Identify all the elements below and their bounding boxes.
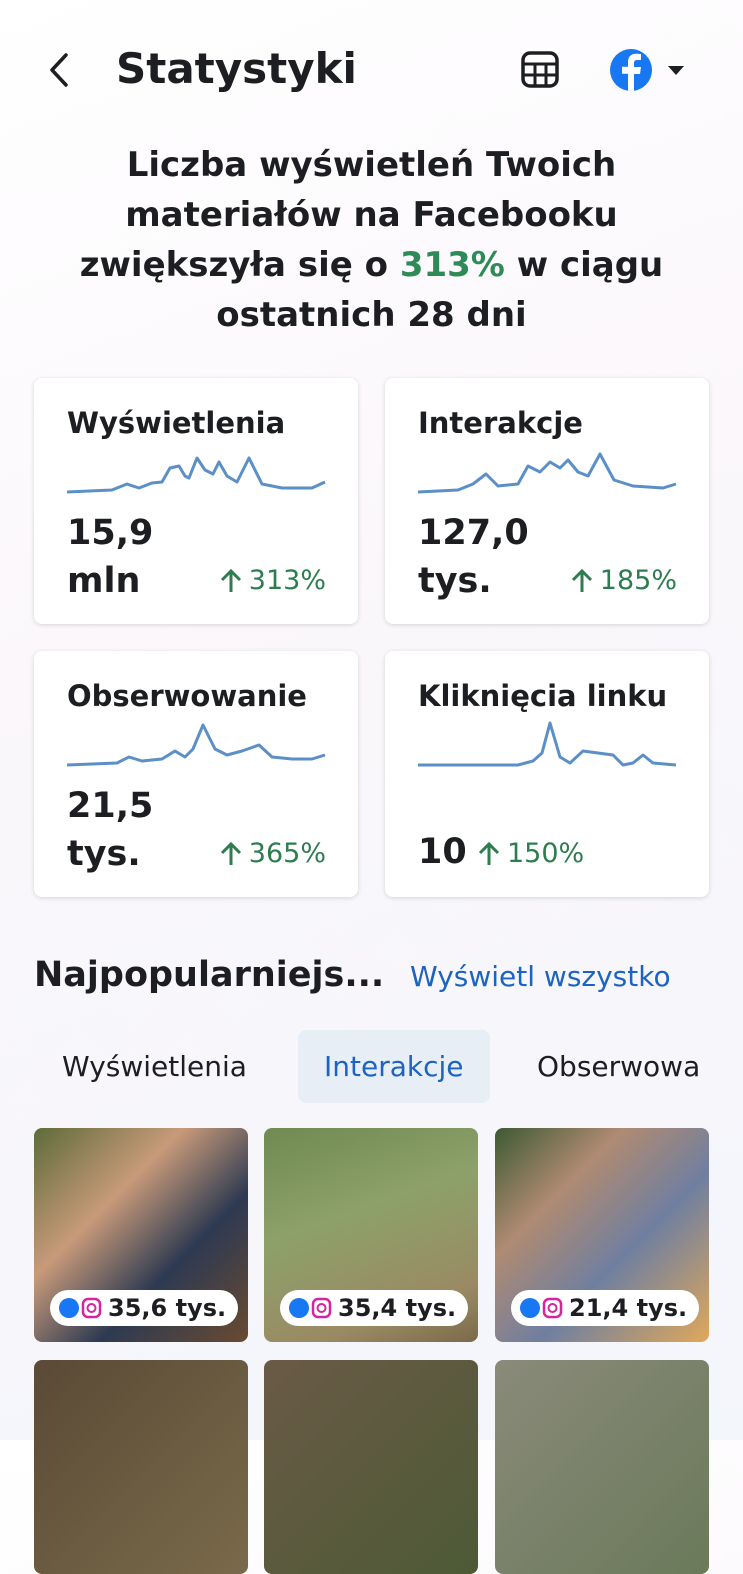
metric-unit: tys.	[67, 834, 141, 874]
platform-icons	[520, 1297, 563, 1319]
metric-value: 15,9	[67, 513, 154, 553]
metric-change-value: 185%	[599, 565, 677, 596]
summary-highlight: 313%	[399, 245, 505, 285]
metric-change-value: 150%	[507, 838, 585, 869]
tab[interactable]: Wyświetlenia	[62, 1050, 247, 1083]
post-thumbnail[interactable]: 21,4 tys.	[495, 1128, 709, 1342]
platform-icons	[59, 1297, 102, 1319]
post-count: 35,4 tys.	[338, 1294, 457, 1322]
metric-card[interactable]: Wyświetlenia 15,9 mln 313%	[34, 378, 358, 624]
summary: Liczba wyświetleń Twoich materiałów na F…	[50, 140, 693, 340]
metric-change: 185%	[570, 561, 677, 601]
metric-change: 365%	[219, 834, 326, 874]
up-arrow	[478, 841, 500, 865]
metric-value: 21,5	[67, 786, 154, 826]
tab[interactable]: Obserwowa	[537, 1050, 701, 1083]
summary-text: w ciągu ostatnich 28 dni	[216, 245, 664, 335]
up-arrow	[571, 568, 592, 592]
section-title: Najpopularniejs...	[34, 955, 385, 995]
platform-icons	[289, 1297, 332, 1319]
post-thumbnail[interactable]: 35,6 tys.	[34, 1128, 248, 1342]
post-thumbnail[interactable]: 35,4 tys.	[264, 1128, 478, 1342]
up-arrow	[220, 568, 241, 592]
metric-label: Kliknięcia linku	[418, 679, 668, 713]
account-switcher[interactable]	[608, 47, 690, 93]
metric-label: Obserwowanie	[67, 679, 307, 713]
metric-label: Interakcje	[418, 406, 583, 440]
see-all-link[interactable]: Wyświetl wszystko	[410, 960, 671, 993]
sparkline	[418, 452, 677, 494]
metric-change: 313%	[219, 561, 326, 601]
sparkline	[67, 456, 326, 494]
up-arrow	[220, 841, 241, 865]
page-title: Statystyki	[116, 44, 357, 93]
post-count: 35,6 tys.	[108, 1294, 227, 1322]
post-badge: 35,6 tys.	[50, 1290, 239, 1326]
metric-unit: mln	[67, 561, 141, 601]
metric-change-value: 313%	[248, 565, 326, 596]
metric-change: 150%	[477, 834, 584, 874]
metric-value: 127,0	[418, 513, 529, 553]
metric-value: 10	[418, 832, 467, 872]
table-button[interactable]	[520, 50, 562, 90]
metric-change-value: 365%	[248, 838, 326, 869]
post-badge: 35,4 tys.	[280, 1290, 469, 1326]
post-thumbnail[interactable]	[264, 1360, 478, 1574]
post-count: 21,4 tys.	[569, 1294, 688, 1322]
metric-card[interactable]: Interakcje 127,0 tys. 185%	[385, 378, 709, 624]
sparkline	[418, 721, 677, 767]
tab-selected[interactable]: Interakcje	[298, 1030, 490, 1103]
metric-card[interactable]: Obserwowanie 21,5 tys. 365%	[34, 651, 358, 897]
metric-label: Wyświetlenia	[67, 406, 286, 440]
summary-text: Liczba wyświetleń Twoich materiałów na F…	[79, 145, 618, 285]
metric-card[interactable]: Kliknięcia linku 10 150%	[385, 651, 709, 897]
post-thumbnail[interactable]	[34, 1360, 248, 1574]
post-thumbnail[interactable]	[495, 1360, 709, 1574]
metric-unit: tys.	[418, 561, 492, 601]
sparkline	[67, 723, 326, 767]
back-button[interactable]	[44, 50, 74, 90]
post-badge: 21,4 tys.	[511, 1290, 700, 1326]
